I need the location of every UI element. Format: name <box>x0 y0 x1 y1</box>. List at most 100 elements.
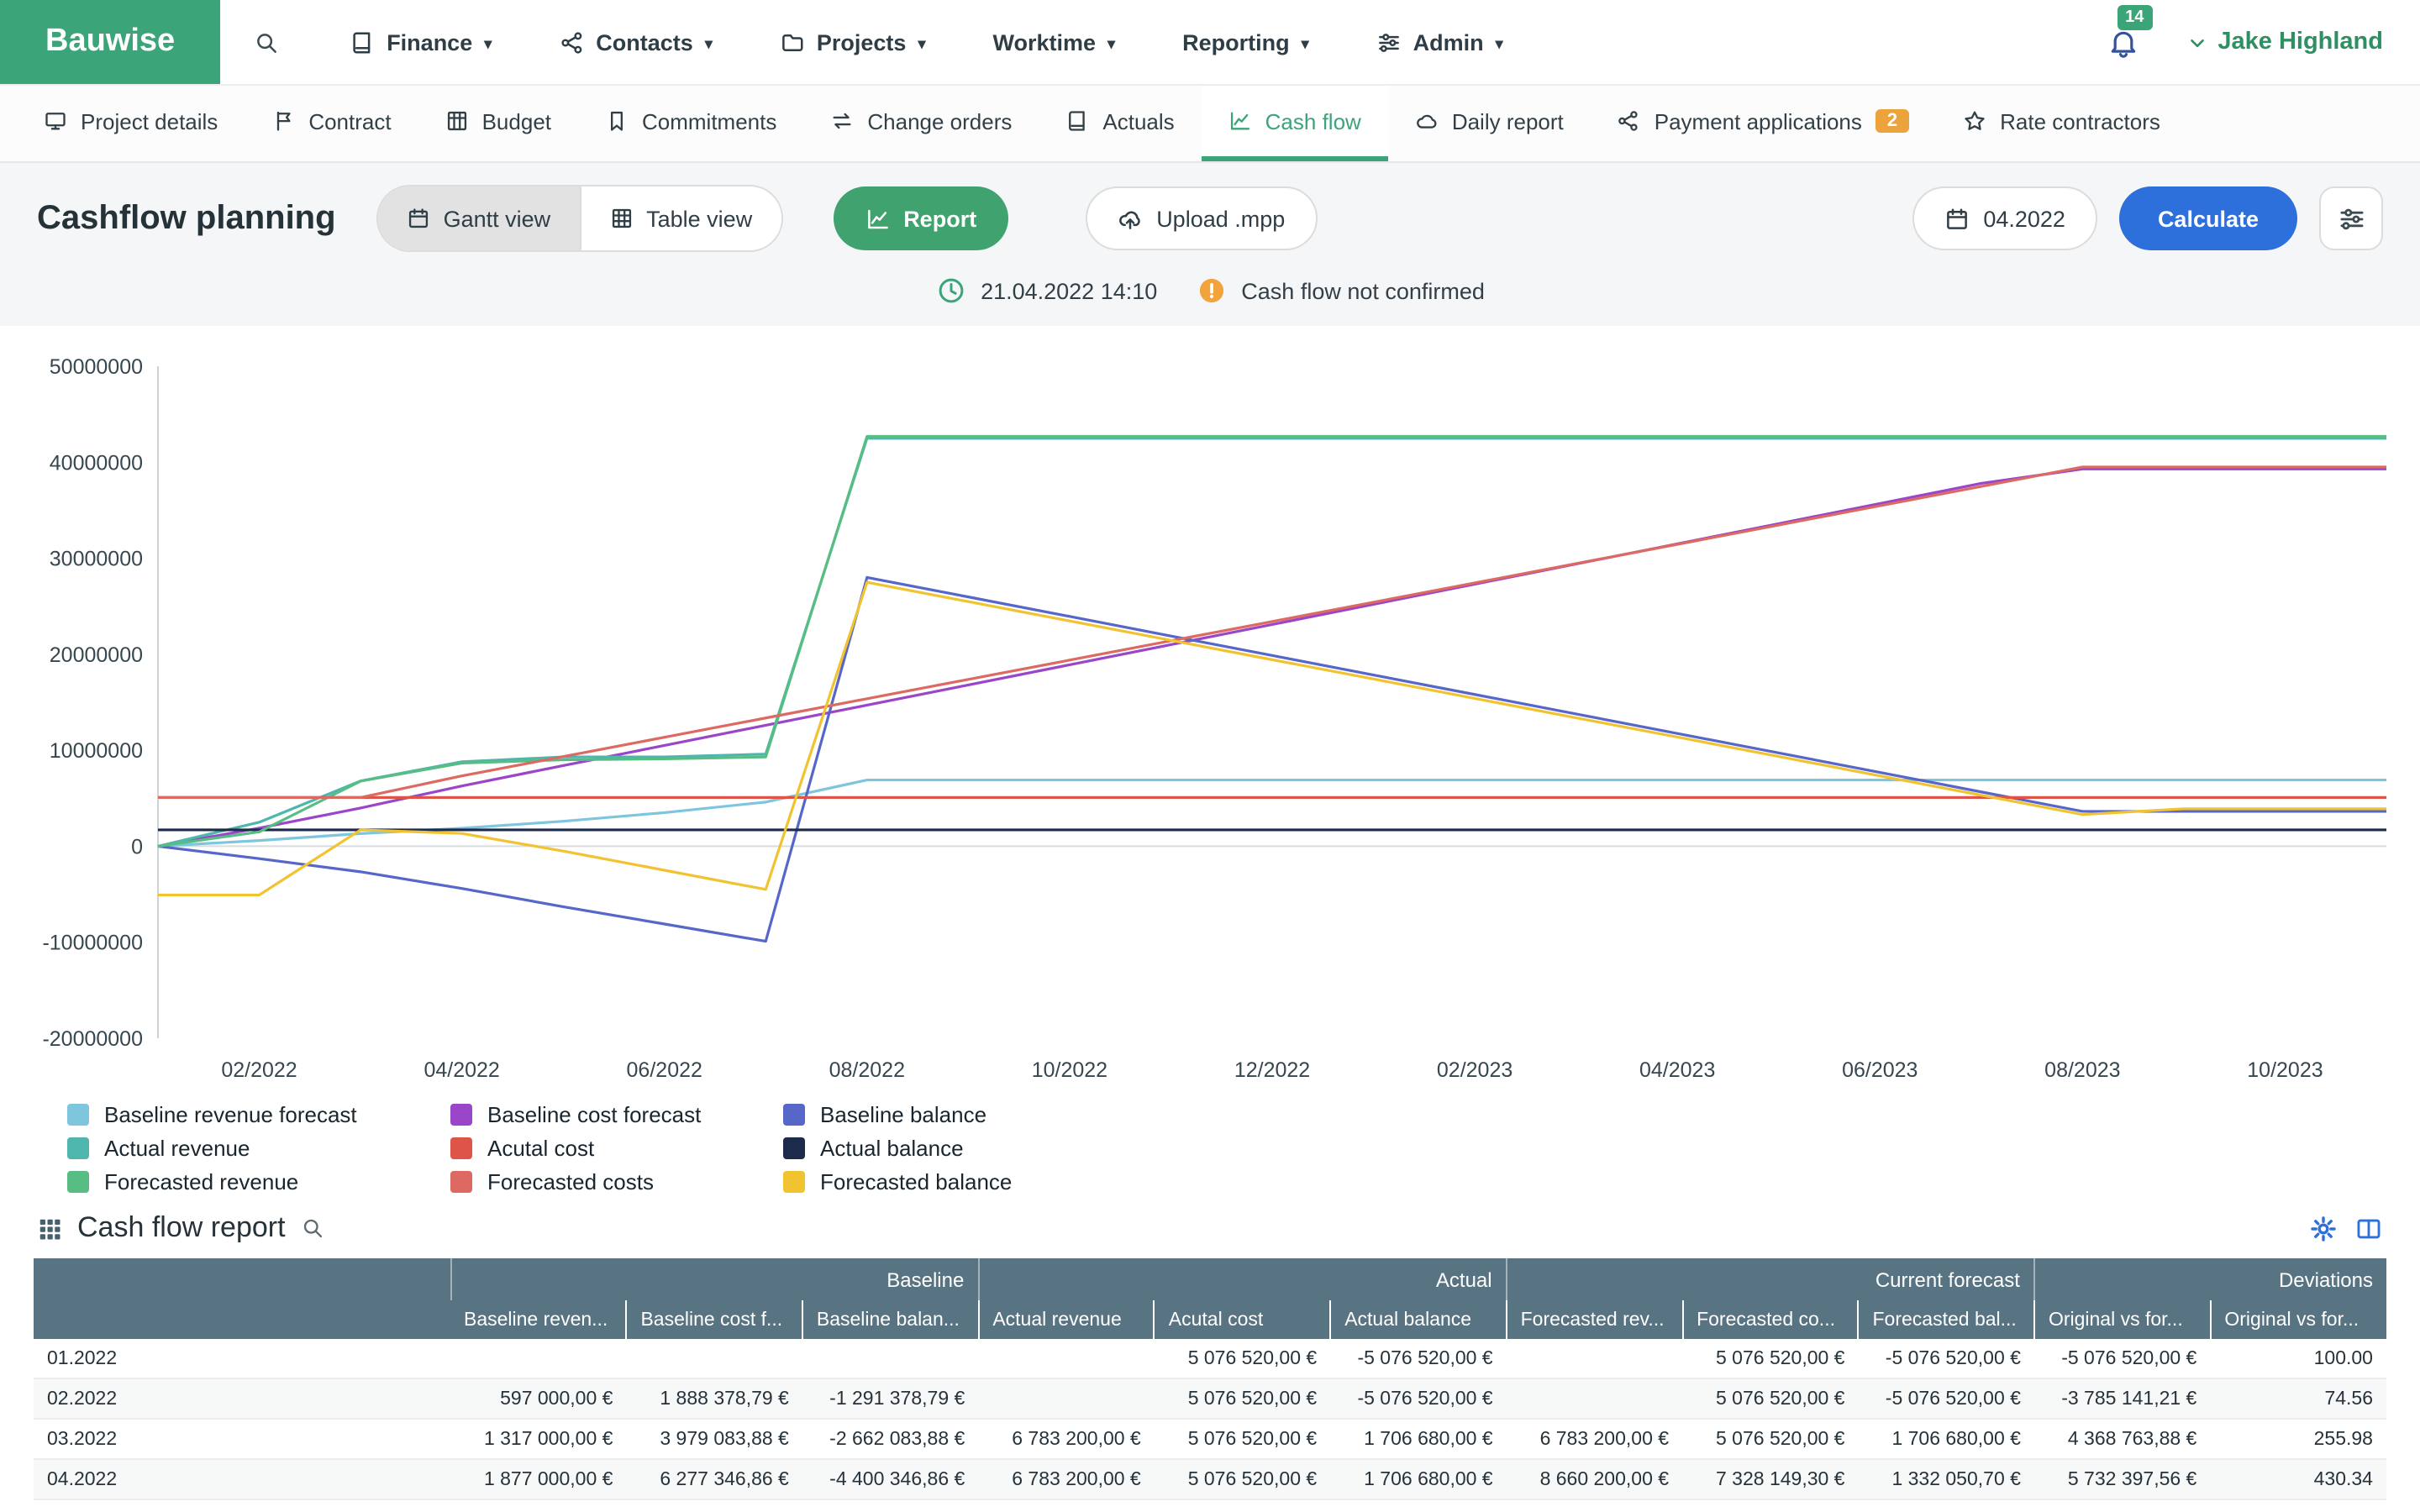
tab-label: Commitments <box>642 108 777 134</box>
report-button[interactable]: Report <box>833 186 1009 250</box>
value-cell: 5 732 397,56 € <box>2033 1459 2211 1500</box>
x-tick-label: 04/2023 <box>1639 1058 1715 1082</box>
legend-item[interactable]: Actual balance <box>783 1136 1170 1161</box>
menu-label: Finance <box>387 29 473 55</box>
menu-projects[interactable]: Projects ▾ <box>780 29 926 55</box>
legend-item[interactable]: Actual revenue <box>67 1136 450 1161</box>
legend-item[interactable]: Baseline balance <box>783 1102 1170 1127</box>
table-row[interactable]: 01.2022 5 076 520,00 € -5 076 520,00 €5 07… <box>34 1339 2386 1379</box>
value-cell: 6 783 200,00 € <box>978 1419 1155 1460</box>
value-cell: -5 076 520,00 € <box>1330 1339 1507 1379</box>
value-cell: -2 662 083,88 € <box>802 1419 979 1460</box>
user-menu[interactable]: Jake Highland <box>2186 29 2383 55</box>
table-row[interactable]: 03.2022 1 317 000,00 €3 979 083,88 € -2 66… <box>34 1419 2386 1460</box>
date-picker-button[interactable]: 04.2022 <box>1912 186 2097 250</box>
report-header: Cash flow report <box>0 1194 2420 1258</box>
gantt-view-label: Gantt view <box>443 206 551 231</box>
x-tick-label: 08/2023 <box>2044 1058 2120 1082</box>
y-tick-label: -20000000 <box>42 1027 143 1051</box>
legend-item[interactable]: Baseline revenue forecast <box>67 1102 450 1127</box>
table-row[interactable]: 02.2022 597 000,00 €1 888 378,79 € -1 291 … <box>34 1378 2386 1420</box>
bookmark-icon <box>611 111 623 131</box>
menu-finance[interactable]: Finance ▾ <box>350 29 492 55</box>
tab-actuals[interactable]: Actuals <box>1039 86 1201 161</box>
column-header[interactable]: Actual balance <box>1329 1300 1507 1339</box>
x-tick-label: 02/2022 <box>221 1058 297 1082</box>
table-row[interactable]: 04.2022 1 877 000,00 €6 277 346,86 € -4 40… <box>34 1459 2386 1500</box>
value-cell: 74.56 <box>2210 1378 2386 1420</box>
upload-button-label: Upload .mpp <box>1156 206 1286 231</box>
menu-admin[interactable]: Admin ▾ <box>1376 29 1503 55</box>
column-header[interactable]: Forecasted co... <box>1681 1300 1859 1339</box>
legend-item[interactable]: Acutal cost <box>450 1136 783 1161</box>
calculate-button[interactable]: Calculate <box>2118 186 2297 250</box>
legend-label: Baseline cost forecast <box>487 1102 702 1127</box>
menu-reporting[interactable]: Reporting ▾ <box>1182 29 1309 55</box>
tab-payment-applications[interactable]: Payment applications 2 <box>1591 86 1936 161</box>
notifications-button[interactable]: 14 <box>2107 4 2153 58</box>
value-cell: 5 076 520,00 € <box>1682 1378 1859 1420</box>
legend-item[interactable]: Forecasted balance <box>783 1169 1170 1194</box>
column-header[interactable]: Actual revenue <box>977 1300 1155 1339</box>
tab-cash-flow[interactable]: Cash flow <box>1201 86 1388 161</box>
series-line <box>157 437 2386 848</box>
tab-label: Cash flow <box>1265 108 1361 134</box>
column-header[interactable]: Baseline reven... <box>450 1300 627 1339</box>
value-cell <box>978 1339 1155 1379</box>
tab-label: Contract <box>308 108 392 134</box>
value-cell: 6 277 346,86 € <box>626 1459 802 1500</box>
star-icon <box>1965 111 1985 130</box>
tab-label: Actuals <box>1102 108 1175 134</box>
filter-settings-button[interactable] <box>2319 186 2383 250</box>
table-corner-cell <box>34 1258 450 1339</box>
table-search-icon[interactable] <box>301 1216 324 1240</box>
calendar-icon <box>1947 207 1968 228</box>
value-cell <box>450 1339 627 1379</box>
tab-daily-report[interactable]: Daily report <box>1388 86 1591 161</box>
tab-contract[interactable]: Contract <box>245 86 418 161</box>
column-header[interactable]: Forecasted bal... <box>1857 1300 2034 1339</box>
page-header: Cashflow planning Gantt view Table view … <box>0 163 2420 326</box>
tab-change-orders[interactable]: Change orders <box>803 86 1039 161</box>
value-cell: -5 076 520,00 € <box>1330 1378 1507 1420</box>
column-header[interactable]: Original vs for... <box>2209 1300 2386 1339</box>
columns-button[interactable] <box>2354 1214 2383 1242</box>
search-icon[interactable] <box>254 29 279 55</box>
tab-rate-contractors[interactable]: Rate contractors <box>1936 86 2187 161</box>
report-title: Cash flow report <box>77 1211 286 1243</box>
column-header[interactable]: Acutal cost <box>1153 1300 1331 1339</box>
column-header[interactable]: Baseline cost f... <box>625 1300 802 1339</box>
month-cell: 03.2022 <box>34 1419 450 1460</box>
legend-item[interactable]: Forecasted costs <box>450 1169 783 1194</box>
menu-label: Reporting <box>1182 29 1290 55</box>
value-cell: 100.00 <box>2210 1339 2386 1379</box>
value-cell <box>978 1378 1155 1420</box>
upload-mpp-button[interactable]: Upload .mpp <box>1086 186 1318 250</box>
column-header[interactable]: Original vs for... <box>2033 1300 2211 1339</box>
value-cell: 5 076 520,00 € <box>1682 1339 1859 1379</box>
monitor-icon <box>45 113 66 130</box>
value-cell <box>1506 1339 1683 1379</box>
legend-swatch <box>450 1171 472 1193</box>
tab-project-details[interactable]: Project details <box>17 86 245 161</box>
view-toggle: Gantt view Table view <box>376 185 783 252</box>
tab-budget[interactable]: Budget <box>418 86 578 161</box>
gantt-view-toggle[interactable]: Gantt view <box>377 186 580 250</box>
table-view-toggle[interactable]: Table view <box>579 186 781 250</box>
column-header[interactable]: Forecasted rev... <box>1505 1300 1683 1339</box>
settings-gear-button[interactable] <box>2309 1214 2338 1242</box>
column-group-label: Actual <box>977 1258 1507 1300</box>
column-header[interactable]: Baseline balan... <box>801 1300 979 1339</box>
page-title: Cashflow planning <box>37 199 336 236</box>
value-cell: 5 076 520,00 € <box>1154 1339 1331 1379</box>
menu-contacts[interactable]: Contacts ▾ <box>559 29 713 55</box>
status-message: Cash flow not confirmed <box>1241 278 1485 303</box>
menu-worktime[interactable]: Worktime ▾ <box>993 29 1116 55</box>
tab-commitments[interactable]: Commitments <box>578 86 803 161</box>
x-tick-label: 12/2022 <box>1234 1058 1310 1082</box>
value-cell: 1 888 378,79 € <box>626 1378 802 1420</box>
brand-logo[interactable]: Bauwise <box>0 0 221 84</box>
legend-item[interactable]: Baseline cost forecast <box>450 1102 783 1127</box>
x-tick-label: 02/2023 <box>1437 1058 1512 1082</box>
legend-item[interactable]: Forecasted revenue <box>67 1169 450 1194</box>
